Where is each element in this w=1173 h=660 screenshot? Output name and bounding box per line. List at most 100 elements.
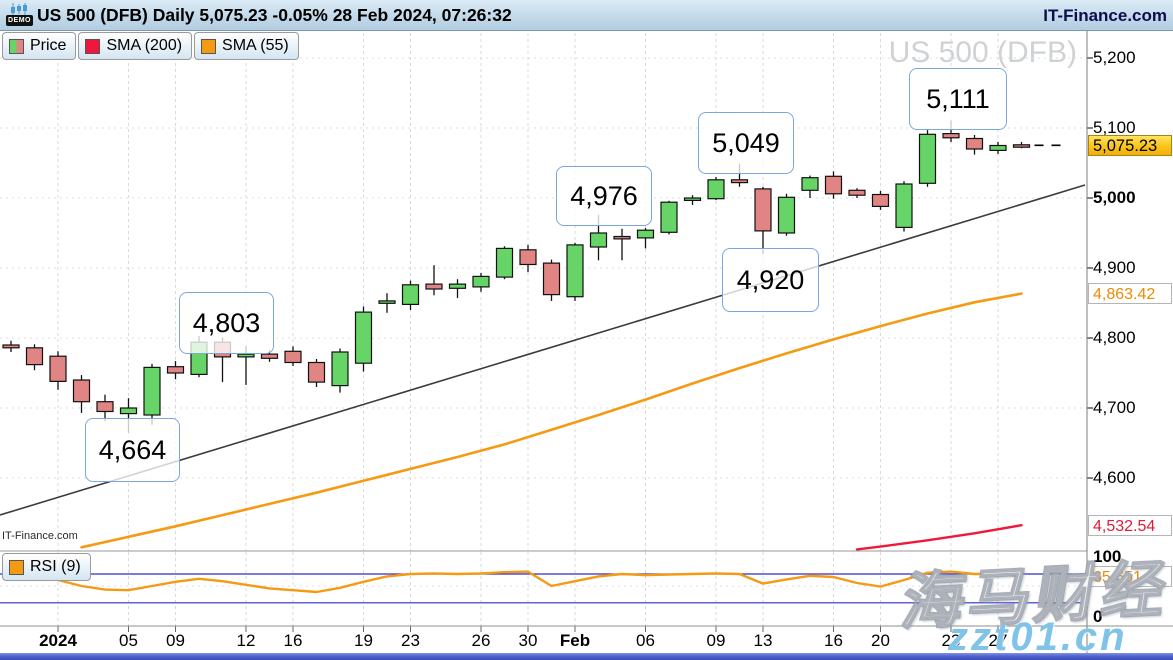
- candle-up: [331, 351, 349, 387]
- candle-up: [448, 283, 467, 289]
- candle-down: [730, 179, 749, 184]
- x-axis-label: 13: [753, 631, 773, 650]
- price-callout: 4,664: [85, 418, 180, 482]
- price-callout: 4,803: [179, 292, 274, 354]
- candle-up: [683, 197, 702, 202]
- candle-down: [96, 401, 114, 413]
- candle-up: [495, 247, 514, 278]
- rsi-overbought-fill: [11, 569, 1003, 574]
- candle-up: [354, 311, 373, 364]
- candle-down: [942, 133, 960, 139]
- candle-down: [49, 355, 67, 383]
- brand-link[interactable]: IT-Finance.com: [1043, 6, 1167, 25]
- candle-up: [636, 229, 655, 239]
- x-axis-label: 09: [706, 631, 726, 650]
- candle-up: [801, 177, 819, 191]
- legend-sma200-label: SMA (200): [106, 37, 183, 54]
- sma55-line: [80, 292, 1023, 549]
- candle-up: [660, 201, 678, 233]
- x-axis-label: 20: [871, 631, 890, 650]
- price-axis-label: 4,900: [1093, 258, 1136, 277]
- price-axis-label: 4,800: [1093, 328, 1136, 347]
- candle-up: [143, 366, 161, 416]
- candle-down: [425, 283, 443, 290]
- price-callout: 4,920: [722, 248, 819, 312]
- price-axis-label: 5,000: [1093, 188, 1136, 207]
- price-callout: 5,111: [909, 68, 1007, 130]
- x-axis-label: Feb: [559, 631, 591, 650]
- candle-up: [566, 244, 584, 298]
- rsi-axis-label: 100: [1093, 547, 1122, 566]
- price-axis-label: 4,700: [1093, 398, 1136, 417]
- candle-down: [848, 189, 866, 196]
- candle-up: [989, 144, 1007, 152]
- candle-down: [824, 175, 843, 195]
- title-bar: DEMO US 500 (DFB) Daily 5,075.23 -0.05% …: [0, 0, 1173, 31]
- legend-sma55-label: SMA (55): [222, 37, 289, 54]
- candle-down: [2, 344, 20, 349]
- candle-up: [378, 300, 396, 304]
- x-axis-label: 19: [354, 631, 373, 650]
- candle-up: [707, 179, 725, 200]
- legend-sma200[interactable]: SMA (200): [78, 32, 193, 60]
- price-axis-label: 5,100: [1093, 118, 1136, 137]
- rsi-legend-row: RSI (9): [2, 553, 91, 581]
- legend-sma55[interactable]: SMA (55): [194, 32, 299, 60]
- candle-up: [237, 353, 255, 358]
- legend-rsi[interactable]: RSI (9): [2, 553, 91, 581]
- candle-down: [871, 193, 890, 207]
- legend-price-label: Price: [30, 37, 67, 54]
- candle-up: [918, 133, 937, 184]
- demo-badge: DEMO: [6, 2, 33, 28]
- x-axis-label: 16: [824, 631, 843, 650]
- itfinance-watermark: IT-Finance.com: [2, 530, 78, 542]
- candle-down: [260, 353, 279, 359]
- x-axis-label: 09: [166, 631, 185, 650]
- rsi-swatch-icon: [9, 559, 24, 575]
- candle-down: [965, 137, 984, 150]
- x-axis-label: 23: [401, 631, 420, 650]
- candle-down: [613, 235, 631, 240]
- candle-down: [72, 379, 91, 403]
- bottom-scrollbar[interactable]: [0, 653, 1173, 660]
- price-axis-label: 5,200: [1093, 48, 1136, 67]
- price-callout: 5,049: [698, 112, 794, 174]
- candle-down: [25, 347, 44, 366]
- sma200-value-marker: 4,532.54: [1088, 514, 1172, 536]
- sma55-value-marker: 4,863.42: [1088, 283, 1172, 305]
- candle-down: [166, 366, 185, 374]
- x-axis-label: 16: [283, 631, 303, 650]
- x-axis-label: 23: [941, 631, 961, 650]
- candle-up: [895, 183, 913, 229]
- demo-mode-label: DEMO: [6, 15, 33, 26]
- page-title: US 500 (DFB) Daily 5,075.23 -0.05% 28 Fe…: [37, 5, 512, 25]
- last-price-marker: 5,075.23: [1088, 134, 1172, 156]
- sma55-swatch-icon: [201, 38, 217, 54]
- x-axis-label: 30: [518, 631, 538, 650]
- candle-down: [1012, 144, 1031, 148]
- rsi-line: [10, 568, 1022, 594]
- price-callout: 4,976: [556, 166, 652, 226]
- trendline: [0, 184, 1086, 516]
- candle-up: [589, 232, 608, 248]
- rsi-value-marker: 65.651: [1088, 566, 1172, 588]
- candle-up: [777, 196, 796, 234]
- x-axis-label: 06: [636, 631, 655, 650]
- candle-down: [519, 249, 537, 266]
- legend-rsi-label: RSI (9): [30, 558, 81, 575]
- x-axis-label: 26: [471, 631, 491, 650]
- price-axis-label: 4,600: [1093, 468, 1136, 487]
- x-axis-label: 05: [119, 631, 138, 650]
- candle-down: [754, 188, 772, 232]
- legend-price[interactable]: Price: [2, 32, 77, 60]
- mini-candlestick-icon: [10, 3, 29, 16]
- price-legend-row: Price SMA (200) SMA (55): [2, 32, 299, 60]
- sma200-line: [855, 524, 1023, 551]
- candle-up: [472, 275, 490, 288]
- rsi-axis-label: 0: [1093, 607, 1103, 626]
- x-axis-label: 12: [236, 631, 256, 650]
- instrument-watermark: US 500 (DFB): [888, 36, 1077, 69]
- x-axis-label: 2024: [39, 631, 77, 650]
